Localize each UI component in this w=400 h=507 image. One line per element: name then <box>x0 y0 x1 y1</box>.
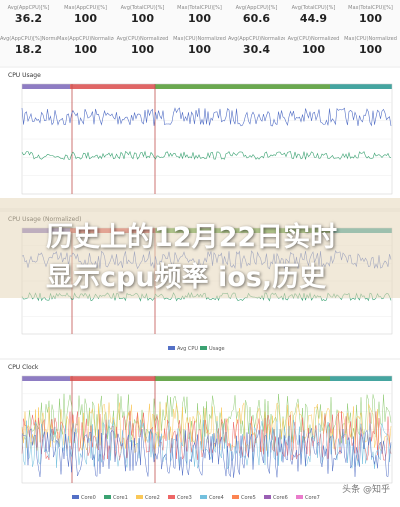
stat-value: 100 <box>359 43 382 56</box>
stat-value: 44.9 <box>299 12 328 25</box>
segment-bar <box>330 376 392 381</box>
stat-label: Max(TotalCPU)[%] <box>348 5 393 11</box>
segment-bar <box>22 84 70 89</box>
stat-value: 100 <box>131 43 154 56</box>
stat-label: Avg(AppCPU)[%] <box>235 5 278 11</box>
legend-label: Core7 <box>305 495 320 501</box>
legend-label: Core1 <box>113 495 128 501</box>
stat: Avg(TotalCPU)[%] 100 <box>114 4 171 26</box>
segment-bar <box>70 376 155 381</box>
segment-bar <box>70 84 155 89</box>
stat-value: 100 <box>359 12 382 25</box>
trace <box>21 410 392 461</box>
stat-value: 100 <box>131 12 154 25</box>
legend-swatch <box>168 495 175 499</box>
stat: Max(TotalCPU)[%] 100 <box>342 4 399 26</box>
legend-label: Usage <box>209 346 225 352</box>
stat: Avg(AppCPU)[%] 36.2 <box>0 4 57 26</box>
stat: Avg(AppCPU)[%]Normalized18.2 <box>0 35 57 57</box>
legend-label: Avg CPU <box>177 346 198 352</box>
stat: Avg(CPU)Normalized 100 <box>114 35 171 57</box>
legend-label: Core6 <box>273 495 288 501</box>
stat: Max(AppCPU)[%] 100 <box>57 4 114 26</box>
stat-label: Avg(CPU)Normalized <box>287 36 340 42</box>
stat: Avg(CPU)Normalized 100 <box>285 35 342 57</box>
segment-bar <box>22 376 70 381</box>
stat-value: 100 <box>302 43 325 56</box>
legend-swatch <box>168 346 175 350</box>
overlay-band <box>0 198 400 298</box>
stat: Max(TotalCPU)[%] 100 <box>171 4 228 26</box>
legend-label: Core3 <box>177 495 192 501</box>
stat-label: Max(AppCPU)[%] <box>64 5 107 11</box>
legend-swatch <box>72 495 79 499</box>
legend-swatch <box>296 495 303 499</box>
legend-label: Core4 <box>209 495 224 501</box>
stat-value: 30.4 <box>242 43 271 56</box>
stat-value: 18.2 <box>14 43 43 56</box>
legend-swatch <box>136 495 143 499</box>
panel-bg <box>0 68 400 208</box>
legend-swatch <box>264 495 271 499</box>
stat: Max(AppCPU)Normalized 100 <box>57 35 114 57</box>
chart-panel: CPU Usage <box>0 68 400 208</box>
legend-label: Core2 <box>145 495 160 501</box>
stat: Max(CPU)Normalized 100 <box>171 35 228 57</box>
panel-title: CPU Usage <box>8 72 41 79</box>
panel-title: CPU Clock <box>8 364 39 371</box>
stat: Avg(TotalCPU)[%] 44.9 <box>285 4 342 26</box>
stat-value: 100 <box>74 12 97 25</box>
trace <box>21 150 392 160</box>
stat-value: 60.6 <box>242 12 271 25</box>
segment-bar <box>155 376 330 381</box>
trace <box>21 428 392 478</box>
stat-label: Avg(AppCPU)[%]Normalized <box>0 36 57 42</box>
stat-value: 100 <box>188 12 211 25</box>
watermark: 头条 @知乎 <box>342 485 390 495</box>
stat: Max(CPU)Normalized 100 <box>342 35 399 57</box>
stat: Avg(AppCPU)Normalized 30.4 <box>228 35 285 57</box>
trace <box>21 402 392 453</box>
legend-label: Core0 <box>81 495 96 501</box>
stat-label: Avg(AppCPU)Normalized <box>228 36 285 42</box>
stats-bar: Avg(AppCPU)[%] 36.2 Max(AppCPU)[%] 100 Avg(T… <box>0 0 400 66</box>
legend-label: Core5 <box>241 495 256 501</box>
overlay-title: 显示cpu频率 ios,历史 <box>46 262 327 293</box>
stat-label: Max(CPU)Normalized <box>344 36 397 42</box>
chart-panel: CPU Clock Core0 Core1 Core2 Core3 Core4 Core5 C… <box>0 360 400 507</box>
legend-swatch <box>232 495 239 499</box>
stat-label: Max(TotalCPU)[%] <box>177 5 222 11</box>
stat-value: 36.2 <box>14 12 43 25</box>
legend-swatch <box>200 495 207 499</box>
stat-label: Avg(TotalCPU)[%] <box>291 5 336 11</box>
segment-bar <box>330 84 392 89</box>
legend-swatch <box>200 346 207 350</box>
stat-label: Avg(TotalCPU)[%] <box>120 5 165 11</box>
stat-value: 100 <box>74 43 97 56</box>
stat-label: Avg(AppCPU)[%] <box>7 5 50 11</box>
legend-swatch <box>104 495 111 499</box>
stat-label: Avg(CPU)Normalized <box>116 36 169 42</box>
stat-value: 100 <box>188 43 211 56</box>
stat-label: Max(AppCPU)Normalized <box>57 36 114 42</box>
stat: Avg(AppCPU)[%] 60.6 <box>228 4 285 26</box>
stat-label: Max(CPU)Normalized <box>173 36 226 42</box>
segment-bar <box>155 84 330 89</box>
overlay-title: 历史上的12月22日实时 <box>46 222 338 253</box>
trace <box>21 107 392 127</box>
